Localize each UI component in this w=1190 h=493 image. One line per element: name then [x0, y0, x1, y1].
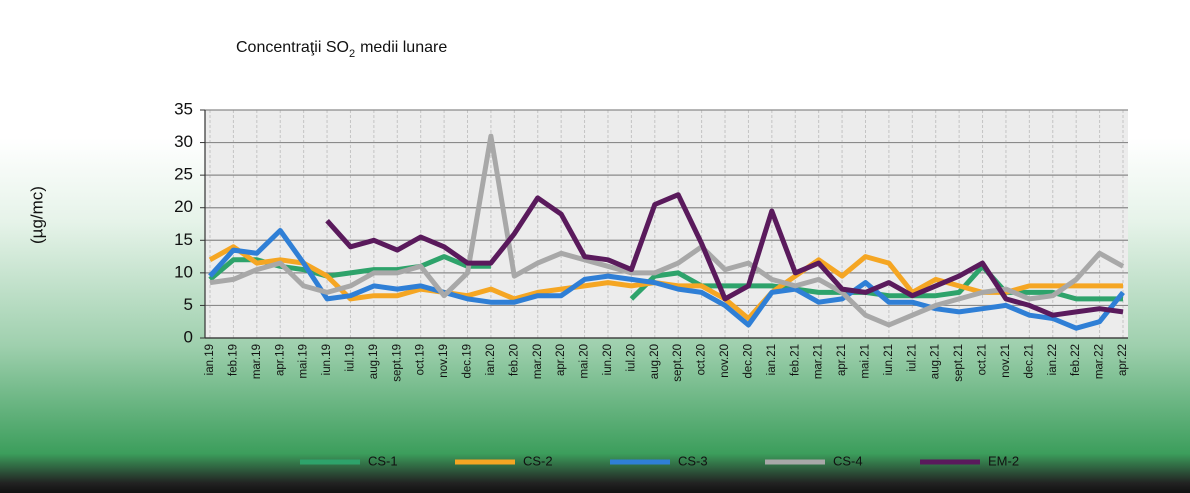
y-tick-label: 20 — [174, 197, 193, 216]
x-tick-label: apr.20 — [555, 344, 567, 376]
y-tick-label: 0 — [184, 327, 193, 346]
x-tick-label: oct.21 — [977, 344, 989, 375]
x-tick-label: nov.21 — [1000, 344, 1012, 378]
x-tick-label: iul.19 — [344, 344, 356, 372]
legend-label: CS-1 — [368, 453, 398, 468]
x-tick-label: feb.19 — [227, 344, 239, 376]
x-tick-label: apr.22 — [1117, 344, 1129, 376]
chart-title: Concentraţii SO2 medii lunare — [236, 39, 447, 60]
y-tick-label: 35 — [174, 99, 193, 118]
x-tick-label: aug.19 — [368, 344, 380, 379]
x-tick-label: oct.20 — [696, 344, 708, 375]
legend-label: CS-3 — [678, 453, 708, 468]
x-tick-label: dec.21 — [1023, 344, 1035, 379]
x-tick-label: dec.20 — [742, 344, 754, 379]
series-line — [208, 228, 1125, 331]
y-tick-label: 10 — [174, 262, 193, 281]
x-tick-label: dec.19 — [462, 344, 474, 379]
title-text: medii lunare — [360, 39, 447, 56]
x-tick-label: feb.21 — [789, 344, 801, 376]
x-tick-label: ian.22 — [1047, 344, 1059, 375]
y-tick-label: 5 — [184, 295, 193, 314]
x-tick-label: mai.20 — [579, 344, 591, 379]
x-tick-label: aug.20 — [649, 344, 661, 379]
y-tick-label: 15 — [174, 230, 193, 249]
x-tick-label: sept.21 — [953, 344, 965, 382]
x-tick-label: mai.21 — [860, 344, 872, 379]
series-line — [325, 192, 1124, 318]
x-tick-label: oct.19 — [415, 344, 427, 375]
x-tick-label: mar.20 — [532, 344, 544, 379]
x-tick-label: ian.21 — [766, 344, 778, 375]
x-tick-label: sept.19 — [391, 344, 403, 382]
x-tick-label: apr.21 — [836, 344, 848, 376]
x-tick-label: mar.21 — [813, 344, 825, 379]
x-tick-label: mai.19 — [298, 344, 310, 379]
legend-label: EM-2 — [988, 453, 1019, 468]
legend-label: CS-4 — [833, 453, 863, 468]
x-tick-label: ian.20 — [485, 344, 497, 375]
x-tick-label: feb.20 — [508, 344, 520, 376]
x-tick-label: iul.21 — [906, 344, 918, 372]
x-tick-label: nov.19 — [438, 344, 450, 378]
y-tick-label: 30 — [174, 132, 193, 151]
x-tick-label: iun.19 — [321, 344, 333, 375]
x-tick-label: ian.19 — [204, 344, 216, 375]
y-axis-label: (µg/mc) — [27, 186, 46, 244]
x-tick-label: iul.20 — [625, 344, 637, 372]
plot-area — [205, 110, 1128, 338]
series-line — [209, 133, 1125, 328]
y-tick-label: 25 — [174, 165, 193, 184]
legend-label: CS-2 — [523, 453, 553, 468]
x-tick-label: iun.21 — [883, 344, 895, 375]
title-text: Concentraţii SO — [236, 39, 349, 56]
x-tick-label: iun.20 — [602, 344, 614, 375]
x-tick-label: nov.20 — [719, 344, 731, 378]
title-subscript: 2 — [349, 48, 355, 60]
x-tick-label: mar.22 — [1094, 344, 1106, 379]
x-tick-label: feb.22 — [1070, 344, 1082, 376]
x-tick-label: apr.19 — [274, 344, 286, 376]
x-tick-label: mar.19 — [251, 344, 263, 379]
x-tick-label: sept.20 — [672, 344, 684, 382]
x-tick-label: aug.21 — [930, 344, 942, 379]
